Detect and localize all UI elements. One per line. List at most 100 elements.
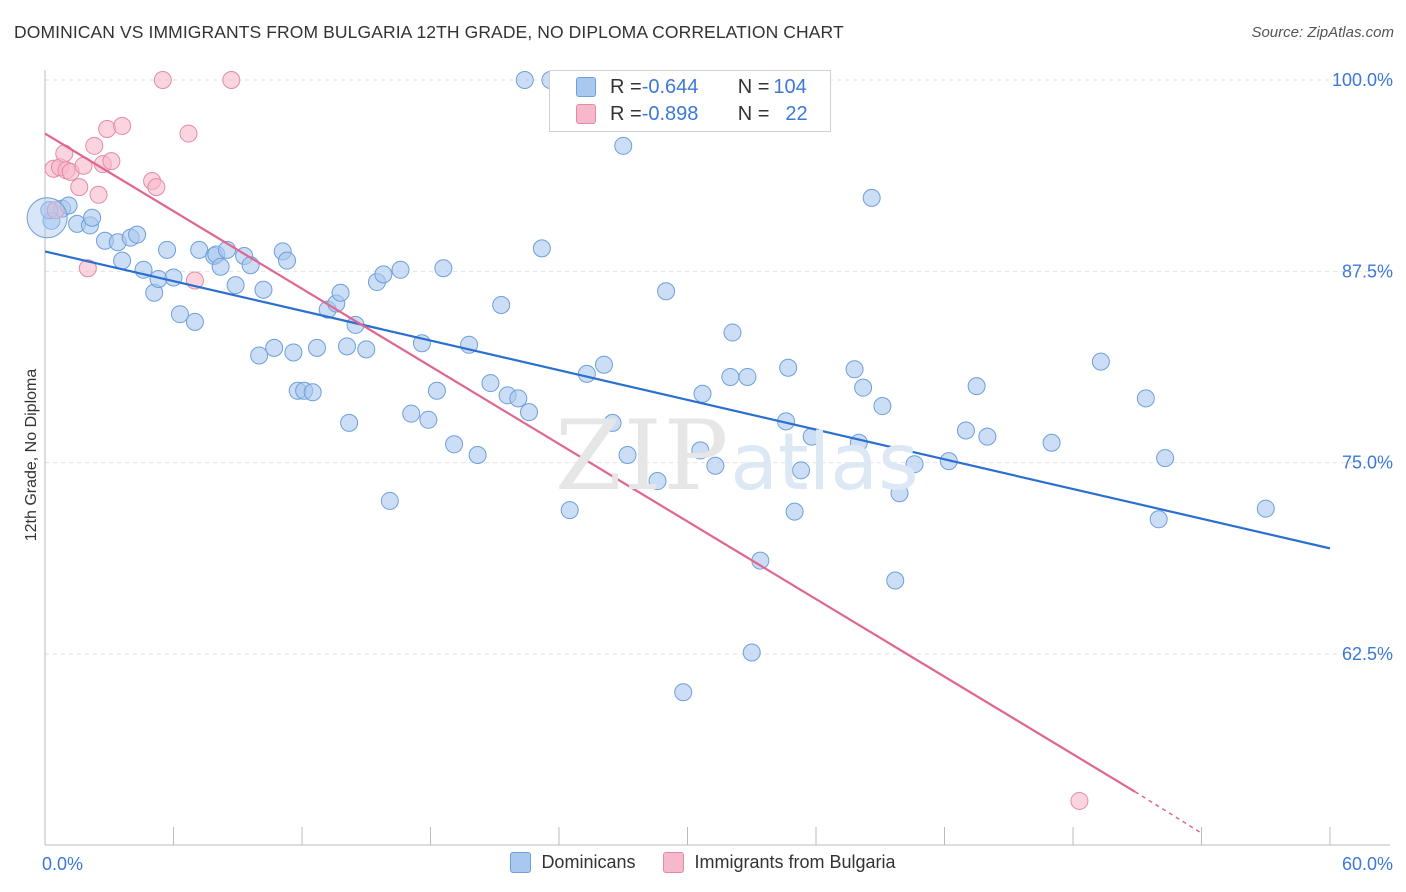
dominican-point (434, 259, 453, 278)
dominican-point (890, 484, 909, 503)
dominican-point (873, 397, 892, 416)
dominican-point (785, 502, 804, 521)
dominican-point (1042, 433, 1061, 452)
dominican-point (862, 188, 881, 207)
dominican-point (648, 472, 667, 491)
dominican-point (674, 683, 693, 702)
dominican-point (391, 260, 410, 279)
bulgaria-point (222, 71, 241, 89)
dominican-point (402, 404, 421, 423)
dominican-point (113, 251, 132, 270)
stats-legend: R = -0.644 N = 104 R = -0.898 N = 22 (549, 70, 831, 132)
dominican-point (854, 378, 873, 397)
y-tick-label: 62.5% (1342, 644, 1393, 664)
dominican-point (594, 355, 613, 374)
x-tick-label: 0.0% (42, 854, 83, 874)
dominican-point (83, 208, 102, 227)
dominican-point (978, 427, 997, 446)
watermark-atlas: atlas (730, 418, 919, 508)
bulgaria-point (147, 178, 166, 197)
dominican-point (886, 571, 905, 590)
dominican-point (357, 340, 376, 359)
dominican-point (1149, 510, 1168, 529)
axes (44, 70, 1390, 846)
bulgaria-point (70, 178, 89, 197)
bulgaria-point (85, 136, 104, 155)
dominican-point (905, 455, 924, 474)
bulgaria-trend-line (44, 132, 1136, 793)
x-tick-label: 60.0% (1342, 854, 1393, 874)
dominican-point (532, 239, 551, 258)
dominican-point (1136, 389, 1155, 408)
dominican-point (374, 265, 393, 284)
data-points (26, 71, 1275, 810)
dominican-point (254, 280, 273, 299)
dominican-point (706, 456, 725, 475)
dominican-point (723, 323, 742, 342)
series-legend: Dominicans Immigrants from Bulgaria (0, 852, 1406, 873)
y-axis-label: 12th Grade, No Diploma (23, 368, 40, 542)
dominican-point (158, 240, 177, 259)
n-value: 104 (773, 75, 807, 98)
dominican-trend-line (44, 250, 1331, 550)
stats-row-bulgaria: R = -0.898 N = 22 (576, 102, 808, 126)
dominican-point (284, 343, 303, 362)
y-tick-label: 100.0% (1332, 70, 1393, 90)
dominican-point (657, 282, 676, 301)
dominican-point (226, 276, 245, 295)
dominican-point (128, 225, 147, 244)
blue-swatch (510, 852, 532, 873)
dominican-point (515, 71, 534, 89)
dominican-point (265, 338, 284, 357)
dominican-point (185, 312, 204, 331)
dominican-point (792, 461, 811, 480)
dominican-point (211, 257, 230, 276)
dominican-point (468, 446, 487, 465)
dominican-cluster-point (26, 197, 68, 239)
dominican-point (603, 413, 622, 432)
n-label: N = (737, 102, 770, 125)
dominican-point (1156, 449, 1175, 468)
bulgaria-point (98, 119, 117, 138)
dominican-point (331, 283, 350, 302)
dominican-point (250, 346, 269, 365)
bulgaria-point (102, 152, 121, 171)
dominican-point (618, 446, 637, 465)
y-tick-label: 87.5% (1342, 261, 1393, 281)
dominican-point (509, 389, 528, 408)
bulgaria-point (78, 259, 97, 278)
dominican-point (427, 381, 446, 400)
r-label: R = (610, 102, 642, 125)
dominican-point (190, 240, 209, 259)
dominican-point (1091, 352, 1110, 371)
source-label: Source: ZipAtlas.com (1251, 24, 1394, 41)
bulgaria-point (153, 71, 172, 89)
dominican-point (577, 364, 596, 383)
bulgaria-point (89, 185, 108, 204)
dominican-point (340, 413, 359, 432)
n-label: N = (737, 75, 770, 98)
dominican-point (721, 367, 740, 386)
trend-lines (44, 132, 1331, 834)
pink-swatch (576, 104, 596, 124)
legend-label: Dominicans (541, 852, 636, 872)
blue-swatch (576, 77, 596, 97)
dominican-point (481, 374, 500, 393)
watermark: ZIPatlas (555, 400, 919, 512)
dominican-point (560, 501, 579, 520)
n-value: 22 (785, 102, 808, 125)
dominican-point (1256, 499, 1275, 518)
legend-item-bulgaria: Immigrants from Bulgaria (663, 852, 896, 873)
pink-swatch (663, 852, 685, 873)
dominican-point (337, 337, 356, 356)
legend-label: Immigrants from Bulgaria (694, 852, 896, 872)
dominican-point (303, 383, 322, 402)
dominican-point (520, 403, 539, 422)
dominican-point (691, 441, 710, 460)
dominican-point (492, 296, 511, 315)
dominican-point (380, 491, 399, 510)
dominican-point (967, 377, 986, 396)
dominican-point (241, 256, 260, 275)
dominican-point (956, 421, 975, 440)
bulgaria-point (46, 201, 65, 220)
